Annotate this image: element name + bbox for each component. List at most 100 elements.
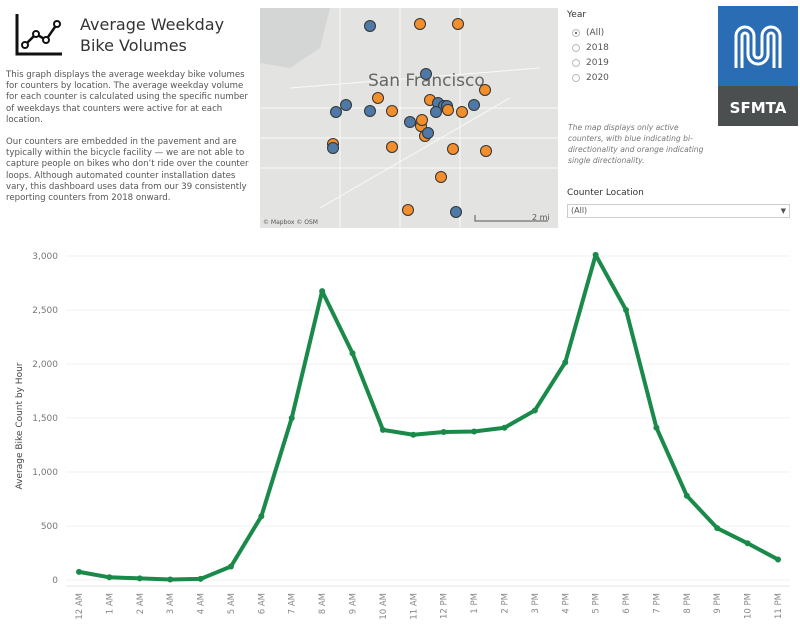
x-tick-label: 7 AM [288, 593, 298, 614]
data-point[interactable] [167, 576, 174, 583]
series-line [78, 252, 779, 582]
data-point[interactable] [76, 568, 82, 575]
counter-marker-single[interactable] [435, 171, 447, 183]
data-point[interactable] [197, 575, 204, 582]
radio-icon [572, 74, 580, 82]
counter-location-label: Counter Location [567, 188, 644, 198]
counter-marker-single[interactable] [416, 114, 428, 126]
y-tick-label: 1,000 [32, 468, 58, 478]
counter-marker-bidirectional[interactable] [327, 142, 339, 154]
counter-marker-single[interactable] [402, 204, 414, 216]
data-point[interactable] [258, 513, 265, 520]
y-tick-label: 2,500 [32, 306, 58, 316]
y-tick-label: 0 [52, 576, 58, 586]
data-point[interactable] [471, 428, 478, 435]
x-tick-label: 4 PM [561, 593, 571, 614]
x-tick-label: 6 PM [622, 593, 632, 614]
sfmta-logo: SFMTA [718, 6, 798, 126]
counter-marker-single[interactable] [386, 141, 398, 153]
y-tick-label: 500 [41, 522, 58, 532]
data-point[interactable] [531, 407, 538, 414]
year-filter-label: Year [567, 10, 587, 20]
counter-marker-bidirectional[interactable] [420, 68, 432, 80]
data-point[interactable] [744, 540, 751, 547]
description: This graph displays the average weekday … [6, 70, 256, 215]
x-tick-label: 1 AM [105, 593, 115, 614]
counter-marker-bidirectional[interactable] [340, 99, 352, 111]
x-tick-label: 11 AM [409, 593, 419, 620]
option-label: 2019 [586, 58, 609, 68]
logo-text: SFMTA [730, 99, 787, 117]
counter-marker-bidirectional[interactable] [404, 116, 416, 128]
y-tick-label: 1,500 [32, 414, 58, 424]
x-tick-label: 2 PM [500, 593, 510, 614]
data-point[interactable] [227, 563, 234, 570]
description-paragraph: This graph displays the average weekday … [6, 70, 248, 125]
counter-marker-single[interactable] [414, 18, 426, 30]
counter-marker-single[interactable] [452, 18, 464, 30]
data-point[interactable] [319, 288, 326, 295]
option-label: 2018 [586, 43, 609, 53]
radio-icon [572, 59, 580, 67]
year-option-2018[interactable]: 2018 [572, 43, 609, 53]
x-tick-label: 8 PM [683, 593, 693, 614]
chevron-down-icon: ▼ [780, 207, 786, 215]
data-point[interactable] [775, 556, 781, 563]
data-point[interactable] [653, 424, 660, 431]
radio-selected-icon [572, 29, 580, 37]
counter-map[interactable]: San Francisco © Mapbox © OSM 2 mi [260, 8, 558, 228]
x-tick-label: 9 PM [713, 593, 723, 614]
data-point[interactable] [501, 424, 508, 431]
counter-marker-single[interactable] [442, 104, 454, 116]
counter-location-select[interactable]: (All) ▼ [567, 204, 790, 218]
x-tick-label: 3 PM [531, 593, 541, 614]
map-note: The map displays only active counters, w… [568, 123, 704, 165]
data-point[interactable] [349, 350, 356, 357]
data-point[interactable] [562, 359, 569, 366]
counter-marker-bidirectional[interactable] [468, 99, 480, 111]
counter-marker-single[interactable] [479, 84, 491, 96]
y-axis-label: Average Bike Count by Hour [15, 362, 25, 489]
counter-marker-single[interactable] [386, 105, 398, 117]
data-point[interactable] [683, 492, 690, 499]
counter-marker-bidirectional[interactable] [422, 127, 434, 139]
line-chart: Average Bike Count by Hour 0 500 1,000 1,50… [15, 251, 790, 620]
x-tick-label: 5 AM [227, 593, 237, 614]
map-attribution: © Mapbox © OSM [263, 219, 318, 226]
data-point[interactable] [379, 426, 386, 433]
year-option-2019[interactable]: 2019 [572, 58, 609, 68]
counter-marker-bidirectional[interactable] [450, 206, 462, 218]
counter-marker-single[interactable] [480, 145, 492, 157]
x-tick-label: 4 AM [197, 593, 207, 614]
description-paragraph: Our counters are embedded in the pavemen… [6, 137, 249, 204]
counter-marker-bidirectional[interactable] [430, 106, 442, 118]
map-city-label: San Francisco [368, 71, 485, 91]
x-tick-label: 10 PM [744, 593, 754, 619]
y-tick-label: 2,000 [32, 360, 58, 370]
year-option-all[interactable]: (All) [572, 28, 604, 38]
counter-marker-single[interactable] [456, 106, 468, 118]
data-point[interactable] [136, 575, 143, 582]
year-option-2020[interactable]: 2020 [572, 73, 609, 83]
x-tick-label: 12 PM [440, 593, 450, 619]
data-point[interactable] [288, 415, 295, 421]
data-point[interactable] [714, 525, 721, 532]
data-point[interactable] [592, 251, 599, 258]
counter-marker-bidirectional[interactable] [364, 20, 376, 32]
x-tick-label: 11 PM [774, 593, 784, 619]
data-point[interactable] [440, 429, 447, 436]
counter-marker-bidirectional[interactable] [330, 106, 342, 118]
x-tick-label: 1 PM [470, 593, 480, 614]
x-tick-label: 7 PM [652, 593, 662, 614]
data-point[interactable] [623, 307, 630, 313]
x-tick-label: 5 PM [592, 593, 602, 614]
x-tick-label: 2 AM [136, 593, 146, 614]
data-point[interactable] [410, 431, 417, 438]
counter-marker-single[interactable] [372, 92, 384, 104]
counter-marker-bidirectional[interactable] [364, 105, 376, 117]
page-title: Average Weekday Bike Volumes [80, 15, 225, 55]
counter-marker-single[interactable] [447, 143, 459, 155]
option-label: (All) [586, 28, 605, 38]
data-point[interactable] [106, 574, 113, 581]
map-scale: 2 mi [532, 213, 550, 222]
